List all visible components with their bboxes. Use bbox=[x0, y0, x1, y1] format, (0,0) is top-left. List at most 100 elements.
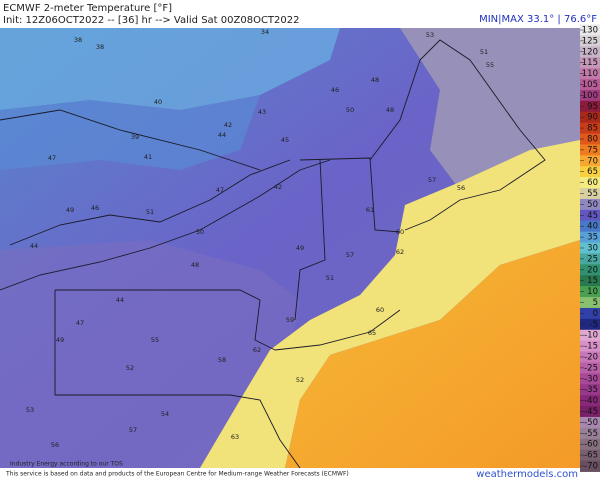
state-line bbox=[55, 289, 276, 351]
shoreline bbox=[0, 159, 331, 291]
station-value: 48 bbox=[386, 106, 394, 114]
station-value: 41 bbox=[144, 153, 152, 161]
colorbar-label: 40 bbox=[587, 222, 598, 232]
colorbar-label: -40 bbox=[584, 396, 598, 406]
colorbar-label: 55 bbox=[587, 189, 598, 199]
station-value: 62 bbox=[396, 248, 404, 256]
station-value: 38 bbox=[96, 43, 104, 51]
colorbar-label: 0 bbox=[593, 309, 598, 319]
station-value: 38 bbox=[74, 36, 82, 44]
colorbar-swatch bbox=[580, 286, 600, 298]
station-value: 54 bbox=[161, 410, 169, 418]
station-value: 57 bbox=[129, 426, 137, 434]
station-value: 48 bbox=[191, 261, 199, 269]
colorbar-label: 95 bbox=[587, 102, 598, 112]
colorbar-swatch bbox=[580, 46, 600, 58]
colorbar-label: 35 bbox=[587, 233, 598, 243]
colorbar-label: 115 bbox=[582, 58, 598, 68]
colorbar-swatch bbox=[580, 35, 600, 47]
colorbar-swatch bbox=[580, 198, 600, 211]
colorbar-label: -50 bbox=[584, 418, 598, 428]
warm-region bbox=[200, 140, 580, 468]
state-line bbox=[294, 159, 326, 321]
colorbar-swatch bbox=[580, 264, 600, 276]
colorbar-label: -25 bbox=[584, 363, 598, 373]
colorbar-label: 30 bbox=[587, 244, 598, 254]
colorbar: 1301251201151101051009590858075706560555… bbox=[580, 24, 600, 472]
station-value: 49 bbox=[296, 244, 304, 252]
colorbar-swatch bbox=[580, 406, 600, 418]
colorbar-label: 105 bbox=[582, 80, 598, 90]
station-value: 52 bbox=[126, 364, 134, 372]
colorbar-swatch bbox=[580, 231, 600, 244]
min-max: MIN|MAX 33.1° | 76.6°F bbox=[479, 14, 597, 25]
station-value: 51 bbox=[146, 208, 154, 216]
station-value: 48 bbox=[371, 76, 379, 84]
station-value: 57 bbox=[346, 251, 354, 259]
colorbar-label: 15 bbox=[587, 276, 598, 286]
colorbar-label: -20 bbox=[584, 353, 598, 363]
station-value: 53 bbox=[426, 31, 434, 39]
colorbar-swatch bbox=[580, 133, 600, 145]
colorbar-label: 70 bbox=[587, 156, 598, 166]
station-value: 50 bbox=[196, 228, 204, 236]
shoreline bbox=[9, 159, 291, 246]
colorbar-label: -5 bbox=[590, 320, 598, 330]
station-value: 61 bbox=[366, 206, 374, 214]
colorbar-label: 45 bbox=[587, 211, 598, 221]
colorbar-label: 60 bbox=[587, 178, 598, 188]
colorbar-swatch bbox=[580, 329, 600, 342]
station-value: 51 bbox=[480, 48, 488, 56]
station-value: 34 bbox=[261, 28, 269, 36]
station-value: 47 bbox=[48, 154, 56, 162]
station-value: 50 bbox=[346, 106, 354, 114]
colorbar-label: 100 bbox=[582, 91, 598, 101]
station-value: 47 bbox=[76, 319, 84, 327]
station-value: 44 bbox=[116, 296, 124, 304]
colorbar-swatch bbox=[580, 460, 600, 472]
station-value: 62 bbox=[253, 346, 261, 354]
coast bbox=[229, 394, 301, 468]
colorbar-label: 20 bbox=[587, 265, 598, 275]
colorbar-swatch bbox=[580, 416, 600, 429]
colorbar-label: -55 bbox=[584, 429, 598, 439]
map: 38 38 34 40 39 41 42 43 44 46 48 50 47 46 44 51 50 49 51 57… bbox=[0, 28, 580, 468]
colorbar-swatch bbox=[580, 68, 600, 80]
station-value: 52 bbox=[296, 376, 304, 384]
cool-region bbox=[0, 28, 340, 110]
credit: Industry Energy according to our TOS bbox=[10, 461, 123, 468]
colorbar-label: 80 bbox=[587, 135, 598, 145]
colorbar-swatch bbox=[580, 144, 600, 156]
station-value: 56 bbox=[457, 184, 465, 192]
colorbar-label: -60 bbox=[584, 440, 598, 450]
state-line bbox=[369, 39, 546, 231]
colorbar-swatch bbox=[580, 57, 600, 69]
colorbar-swatch bbox=[580, 427, 600, 440]
colorbar-label: 130 bbox=[582, 26, 598, 36]
colorbar-swatch bbox=[580, 155, 600, 167]
station-value: 60 bbox=[376, 306, 384, 314]
colorbar-swatch bbox=[580, 340, 600, 353]
station-value: 59 bbox=[286, 316, 294, 324]
colorbar-label: 85 bbox=[587, 124, 598, 134]
colorbar-swatch bbox=[580, 122, 600, 135]
colorbar-label: 65 bbox=[587, 167, 598, 177]
station-value: 45 bbox=[281, 136, 289, 144]
colorbar-label: 125 bbox=[582, 36, 598, 46]
station-value: 58 bbox=[218, 356, 226, 364]
station-value: 49 bbox=[56, 336, 64, 344]
state-line bbox=[299, 157, 401, 233]
colorbar-label: 110 bbox=[582, 69, 598, 79]
colorbar-label: 75 bbox=[587, 145, 598, 155]
title: ECMWF 2-meter Temperature [°F] bbox=[3, 3, 172, 14]
colorbar-swatch bbox=[580, 79, 600, 91]
state-line bbox=[54, 290, 230, 396]
colorbar-swatch bbox=[580, 449, 600, 462]
station-value: 63 bbox=[231, 433, 239, 441]
ocean-warm bbox=[285, 240, 580, 468]
colorbar-label: -15 bbox=[584, 342, 598, 352]
station-value: 44 bbox=[30, 242, 38, 250]
station-value: 55 bbox=[486, 61, 494, 69]
colorbar-swatch bbox=[580, 177, 600, 189]
